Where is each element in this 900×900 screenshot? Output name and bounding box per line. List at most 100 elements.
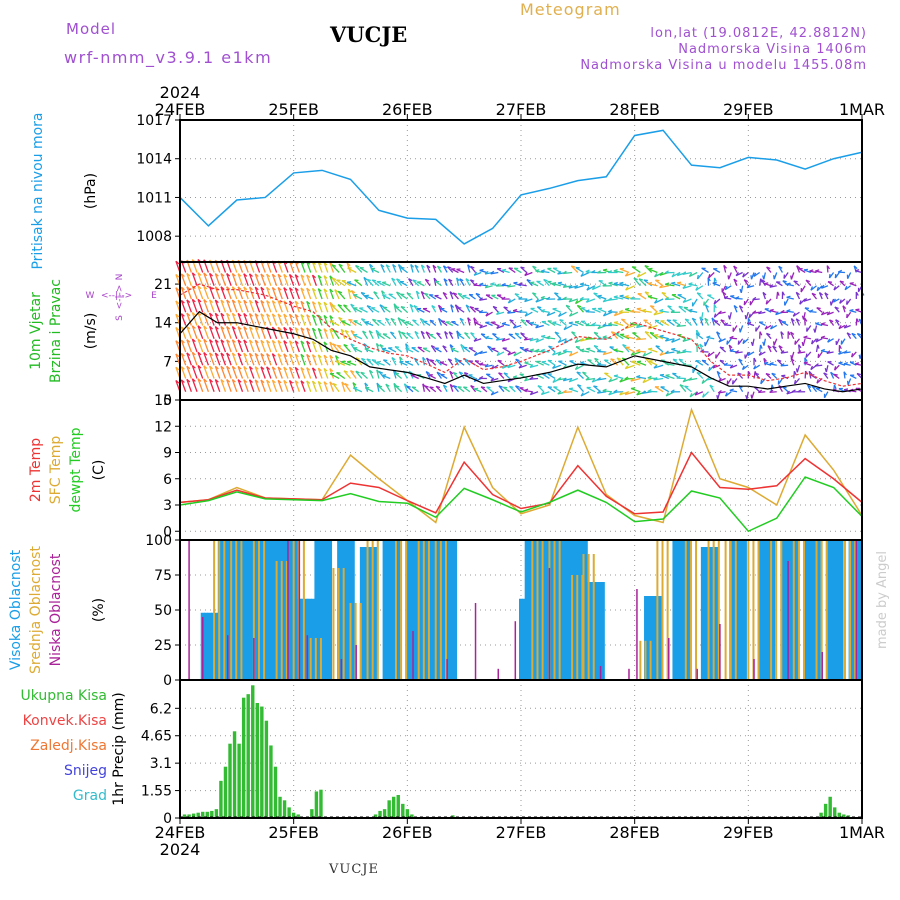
precip-ytick-label: 1.55 [141,784,172,800]
bottom-year: 2024 [160,840,201,859]
precip-bar [319,790,322,818]
wind-arrow-head [702,360,706,361]
wind-arrow-head [673,320,677,321]
wind-arrow-head [815,270,819,271]
wind-arrow-head [487,387,491,388]
wind-arrow-head [580,283,584,284]
wind-arrow-head [796,368,797,372]
cloud-ytick-label: 50 [154,603,172,619]
wind-arrow-head [502,323,506,324]
wind-arrow [330,321,339,325]
wind-arrow-head [850,283,854,284]
wind-arrow-head [504,307,508,308]
wind-arrow-head [698,275,699,279]
wind-ylabel-2: Brzina i Pravac [48,279,64,383]
wind-arrow-head [740,289,741,293]
wind-arrow-head [430,320,434,321]
wind-arrow [592,325,601,326]
wind-arrow-head [802,342,803,346]
precip-bar [287,807,290,818]
wind-arrow [659,311,668,312]
wind-arrow [648,297,657,299]
wind-arrow-head [463,387,467,388]
wind-arrow-head [795,380,796,384]
wind-arrow-head [761,380,762,384]
wind-arrow-head [660,335,664,336]
wind-arrow-head [337,345,341,346]
wind-arrow-head [821,323,825,324]
top-date-label: 27FEB [496,100,547,119]
wind-arrow [580,284,589,285]
wind-arrow-head [713,283,717,284]
wind-arrow-head [787,296,791,297]
precip-bar [251,685,254,818]
wind-arrow-head [828,282,832,283]
pressure-ytick-label: 1011 [136,190,172,206]
wind-arrow-head [844,389,848,390]
wind-arrow-head [839,362,843,363]
wind-arrow-head [751,275,752,279]
wind-arrow-head [804,362,808,363]
wind-arrow-head [749,314,750,318]
precip-legend-3: Snijeg [64,763,107,779]
wind-arrow-head [764,283,768,284]
precip-bar [274,767,277,818]
wind-arrow-head [814,329,815,333]
wind-arrow-head [349,320,353,321]
wind-arrow-head [802,316,803,320]
wind-arrow-head [787,283,791,284]
wind-arrow-head [666,375,670,376]
wind-arrow-head [365,295,369,296]
precip-ytick-label: 3.1 [150,756,172,772]
wind-arrow-head [659,309,663,310]
wind-arrow-head [637,361,641,362]
wind-arrow-head [733,380,734,384]
top-date-label: 24FEB [155,100,206,119]
temp-ytick-label: 15 [154,393,172,409]
wind-arrow-head [637,308,641,309]
top-date-label: 28FEB [609,100,660,119]
pressure-ytick-label: 1014 [136,152,172,168]
temp-unit: (C) [91,460,107,481]
wind-arrow-head [537,307,541,308]
wind-arrow-head [791,276,792,280]
wind-arrow-head [383,360,387,361]
wind-arrow-head [631,388,635,389]
wind-arrow-head [671,348,675,349]
wind-arrow-head [852,353,853,357]
wind-arrow-head [747,323,751,324]
wind-arrow-head [619,282,623,283]
wind-arrow-head [413,320,417,321]
wind-arrow-head [825,368,826,372]
wind-arrow-head [834,374,838,375]
wind-arrow-head [407,386,411,387]
wind-arrow-head [720,347,724,348]
wind-arrow-head [441,321,445,322]
wind-arrow-head [677,282,681,283]
precip-bar [233,731,236,818]
wind-arrow [631,389,640,392]
precip-bar [397,795,400,818]
wind-arrow-head [804,336,808,337]
wind-arrow-head [609,282,613,283]
wind-arrow-head [382,348,386,349]
wind-arrow-head [594,386,598,387]
compass-east: E [151,291,157,301]
cloud-ylabel-high: Visoka Oblacnost [8,549,24,670]
wind-arrow-head [355,280,359,281]
wind-arrow [614,350,623,352]
wind-arrow-head [679,306,683,307]
wind-arrow [614,376,623,379]
wind-arrow-head [479,283,483,284]
wind-arrow [608,312,617,313]
wind-arrow-head [525,362,529,363]
wind-arrow-head [519,283,523,284]
wind-arrow-head [418,347,422,348]
wind-arrow-head [515,294,519,295]
wind-arrow [648,349,657,352]
cloud-ytick-label: 0 [163,673,172,689]
wind-arrow-head [818,345,819,349]
precip-bar [392,797,395,818]
wind-arrow [580,350,589,352]
